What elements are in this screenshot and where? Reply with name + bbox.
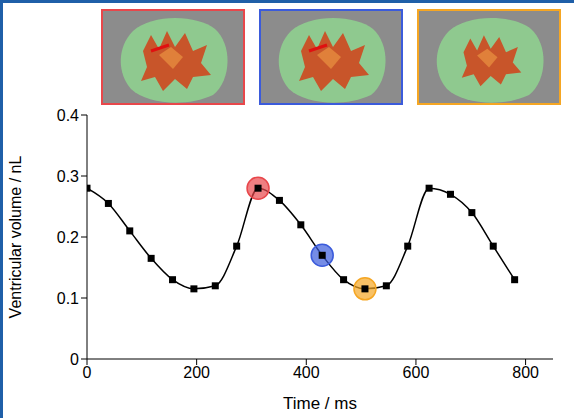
svg-text:0.4: 0.4 [57,107,79,124]
svg-text:0: 0 [70,351,79,368]
svg-text:0.2: 0.2 [57,229,79,246]
svg-text:400: 400 [293,364,320,381]
svg-text:Ventricular volume / nL: Ventricular volume / nL [7,156,24,319]
svg-text:800: 800 [512,364,539,381]
svg-text:0: 0 [83,364,92,381]
svg-text:200: 200 [183,364,210,381]
svg-text:0.3: 0.3 [57,168,79,185]
svg-text:Time / ms: Time / ms [283,394,357,413]
svg-text:0.1: 0.1 [57,290,79,307]
svg-text:600: 600 [403,364,430,381]
